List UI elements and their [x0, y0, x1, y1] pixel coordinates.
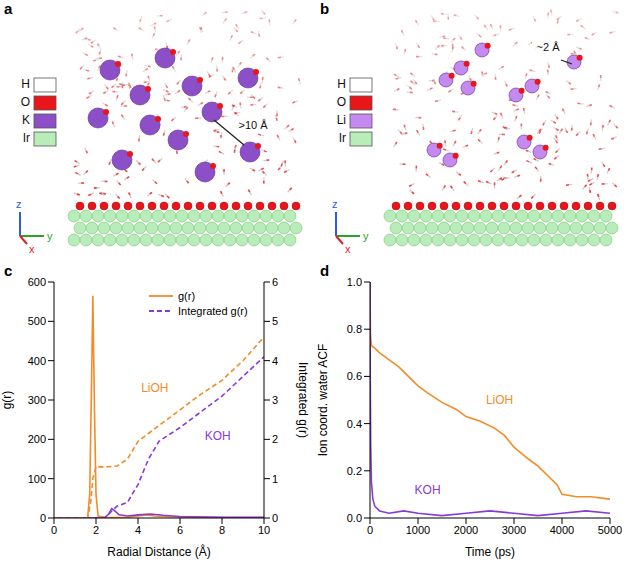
svg-text:~2 Å: ~2 Å: [537, 41, 561, 53]
svg-text:3: 3: [272, 394, 278, 406]
svg-text:1: 1: [272, 473, 278, 485]
svg-text:0: 0: [40, 512, 46, 524]
svg-text:Ir: Ir: [23, 131, 30, 145]
svg-text:O: O: [337, 95, 346, 109]
svg-text:>10 Å: >10 Å: [238, 119, 268, 131]
html-text:a: a: [4, 0, 13, 17]
svg-text:2: 2: [272, 433, 278, 445]
svg-text:400: 400: [28, 355, 46, 367]
svg-text:6: 6: [177, 524, 183, 536]
svg-text:Integrated g(r): Integrated g(r): [296, 362, 310, 438]
svg-text:Ir: Ir: [339, 131, 346, 145]
svg-text:1000: 1000: [406, 524, 430, 536]
svg-text:5: 5: [272, 315, 278, 327]
svg-text:LiOH: LiOH: [141, 381, 168, 395]
svg-text:600: 600: [28, 276, 46, 288]
svg-text:4: 4: [135, 524, 141, 536]
html-text:c: c: [4, 262, 13, 279]
svg-text:z: z: [332, 198, 338, 210]
svg-text:Ion coord. water ACF: Ion coord. water ACF: [316, 344, 330, 457]
svg-text:100: 100: [28, 473, 46, 485]
svg-text:1.0: 1.0: [347, 276, 362, 288]
svg-text:0: 0: [367, 524, 373, 536]
svg-text:H: H: [21, 77, 30, 91]
svg-text:0.2: 0.2: [347, 465, 362, 477]
svg-text:0.4: 0.4: [347, 418, 362, 430]
svg-text:y: y: [47, 230, 53, 242]
svg-text:y: y: [363, 230, 369, 242]
svg-text:2: 2: [93, 524, 99, 536]
svg-text:K: K: [22, 113, 30, 127]
svg-text:6: 6: [272, 276, 278, 288]
svg-text:Li: Li: [337, 113, 346, 127]
svg-text:x: x: [29, 243, 35, 255]
svg-text:KOH: KOH: [415, 483, 441, 497]
html-text:g(r): g(r): [178, 289, 196, 302]
svg-text:g(r): g(r): [0, 391, 14, 410]
svg-text:O: O: [21, 95, 30, 109]
html-text:b: b: [320, 0, 330, 17]
svg-text:4000: 4000: [550, 524, 574, 536]
svg-text:8: 8: [219, 524, 225, 536]
svg-text:500: 500: [28, 315, 46, 327]
svg-text:0: 0: [51, 524, 57, 536]
svg-text:Time (ps): Time (ps): [465, 545, 515, 559]
svg-text:0.6: 0.6: [347, 370, 362, 382]
svg-text:x: x: [345, 243, 351, 255]
html-text:Integrated g(r): Integrated g(r): [178, 304, 248, 317]
html-text:d: d: [320, 262, 330, 279]
svg-text:Radial Distance (Å): Radial Distance (Å): [107, 544, 210, 559]
svg-text:0: 0: [272, 512, 278, 524]
svg-text:LiOH: LiOH: [486, 393, 513, 407]
svg-text:0.0: 0.0: [347, 512, 362, 524]
svg-text:5000: 5000: [598, 524, 622, 536]
svg-text:z: z: [16, 198, 22, 210]
svg-text:0.8: 0.8: [347, 323, 362, 335]
svg-text:10: 10: [258, 524, 270, 536]
svg-text:2000: 2000: [454, 524, 478, 536]
svg-text:3000: 3000: [502, 524, 526, 536]
svg-text:H: H: [337, 77, 346, 91]
svg-text:4: 4: [272, 355, 278, 367]
svg-text:KOH: KOH: [205, 429, 231, 443]
svg-text:300: 300: [28, 394, 46, 406]
svg-text:200: 200: [28, 433, 46, 445]
